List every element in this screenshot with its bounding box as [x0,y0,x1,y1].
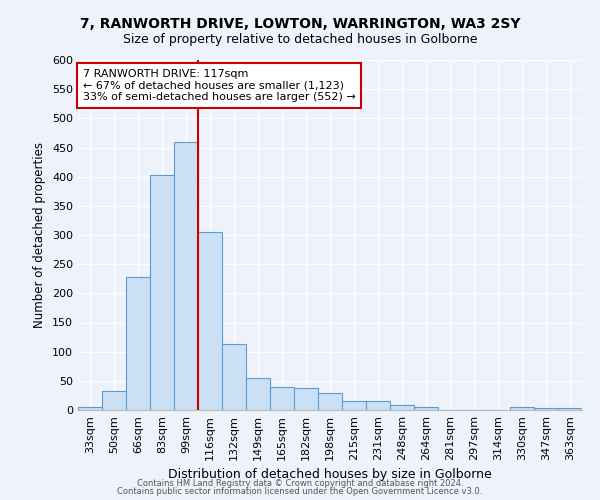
Text: Size of property relative to detached houses in Golborne: Size of property relative to detached ho… [123,32,477,46]
Bar [558,408,582,410]
Bar [342,401,366,410]
Bar [318,392,342,410]
Bar [102,392,126,410]
Bar [174,142,198,410]
Bar [246,378,270,410]
Bar [222,344,246,410]
Y-axis label: Number of detached properties: Number of detached properties [34,142,46,328]
Bar [126,277,150,410]
X-axis label: Distribution of detached houses by size in Golborne: Distribution of detached houses by size … [168,468,492,481]
Text: 7 RANWORTH DRIVE: 117sqm
← 67% of detached houses are smaller (1,123)
33% of sem: 7 RANWORTH DRIVE: 117sqm ← 67% of detach… [83,69,356,102]
Bar [270,386,294,410]
Text: Contains HM Land Registry data © Crown copyright and database right 2024.: Contains HM Land Registry data © Crown c… [137,478,463,488]
Bar [390,406,414,410]
Bar [294,388,318,410]
Bar [78,407,102,410]
Bar [150,175,174,410]
Text: Contains public sector information licensed under the Open Government Licence v3: Contains public sector information licen… [118,487,482,496]
Bar [534,408,558,410]
Bar [510,407,534,410]
Bar [198,232,222,410]
Text: 7, RANWORTH DRIVE, LOWTON, WARRINGTON, WA3 2SY: 7, RANWORTH DRIVE, LOWTON, WARRINGTON, W… [80,18,520,32]
Bar [414,407,438,410]
Bar [366,401,390,410]
